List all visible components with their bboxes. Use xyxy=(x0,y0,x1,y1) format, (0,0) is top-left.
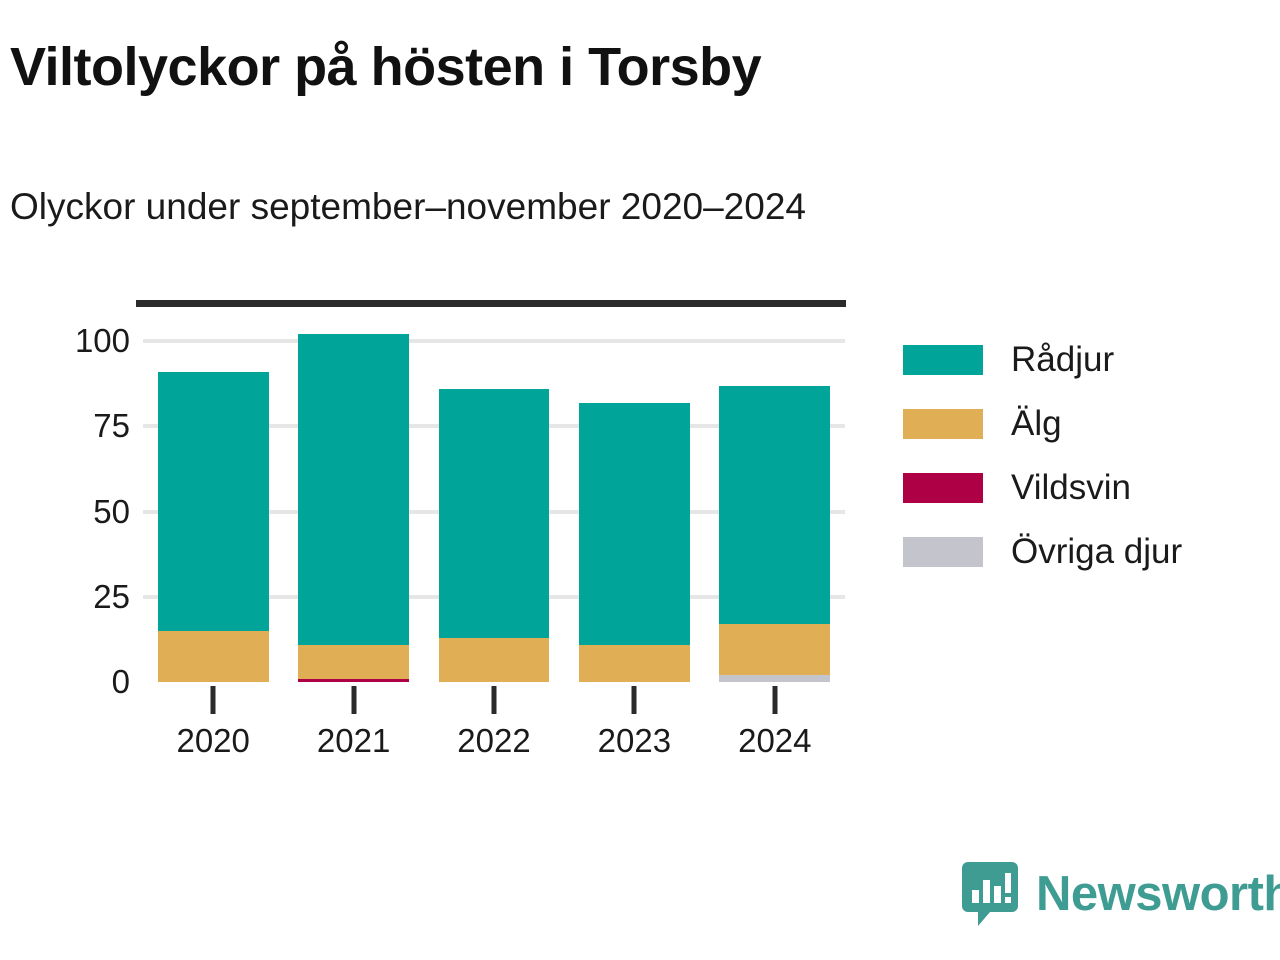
legend-item[interactable]: Övriga djur xyxy=(903,520,1273,584)
x-axis-line xyxy=(136,300,846,307)
logo-wordmark: Newsworthy xyxy=(1036,867,1280,921)
bar-segment[interactable] xyxy=(578,644,690,682)
chart-plot-area: 0 25 50 75 100 2020 2021 2022 2023 2024 xyxy=(0,300,880,760)
x-tick-label: 2021 xyxy=(316,722,391,759)
chart-subtitle: Olyckor under september–november 2020–20… xyxy=(10,186,806,227)
legend-label: Vildsvin xyxy=(1011,468,1131,507)
bar-segment[interactable] xyxy=(298,678,410,682)
bar-segment[interactable] xyxy=(578,402,690,645)
y-axis: 0 25 50 75 100 xyxy=(0,300,130,760)
y-tick-label: 0 xyxy=(111,663,130,700)
y-tick-label: 100 xyxy=(74,322,130,360)
legend-item[interactable]: Rådjur xyxy=(903,328,1273,392)
x-tick xyxy=(491,686,497,714)
chart-legend: Rådjur Älg Vildsvin Övriga djur xyxy=(903,328,1273,584)
bar-segment[interactable] xyxy=(438,388,550,638)
bar-segment[interactable] xyxy=(157,371,269,631)
x-tick xyxy=(210,686,216,714)
page-title: Viltolyckor på hösten i Torsby xyxy=(10,37,762,97)
x-tick-label: 2020 xyxy=(176,722,250,759)
bar-group[interactable] xyxy=(298,314,410,682)
legend-swatch xyxy=(903,537,983,567)
legend-label: Älg xyxy=(1011,404,1062,443)
bar-segment[interactable] xyxy=(438,637,550,682)
legend-label: Övriga djur xyxy=(1011,532,1183,571)
speech-bubble-bar-chart-icon xyxy=(962,862,1018,926)
bars-container xyxy=(143,300,845,760)
legend-item[interactable]: Vildsvin xyxy=(903,456,1273,520)
bar-segment[interactable] xyxy=(298,644,410,679)
bar-segment[interactable] xyxy=(298,334,410,645)
x-tick xyxy=(631,686,637,714)
bar-group[interactable] xyxy=(719,314,831,682)
x-tick-label: 2024 xyxy=(738,722,812,759)
x-tick xyxy=(772,686,778,714)
y-tick-label: 75 xyxy=(93,407,130,445)
legend-swatch xyxy=(903,345,983,375)
x-tick-label: 2022 xyxy=(457,722,531,759)
legend-swatch xyxy=(903,409,983,439)
newsworthy-logo: Newsworthy xyxy=(962,862,1280,926)
bar-group[interactable] xyxy=(438,314,550,682)
legend-item[interactable]: Älg xyxy=(903,392,1273,456)
bar-group[interactable] xyxy=(578,314,690,682)
legend-swatch xyxy=(903,473,983,503)
bar-group[interactable] xyxy=(157,314,269,682)
bar-segment[interactable] xyxy=(719,385,831,625)
x-tick-label: 2023 xyxy=(597,722,672,759)
y-tick-label: 50 xyxy=(93,492,130,530)
x-tick xyxy=(351,686,357,714)
gridline xyxy=(143,339,845,344)
legend-label: Rådjur xyxy=(1011,340,1115,379)
bar-segment[interactable] xyxy=(157,630,269,682)
bar-segment[interactable] xyxy=(719,675,831,682)
y-tick-label: 25 xyxy=(93,577,130,615)
bar-segment[interactable] xyxy=(719,624,831,676)
